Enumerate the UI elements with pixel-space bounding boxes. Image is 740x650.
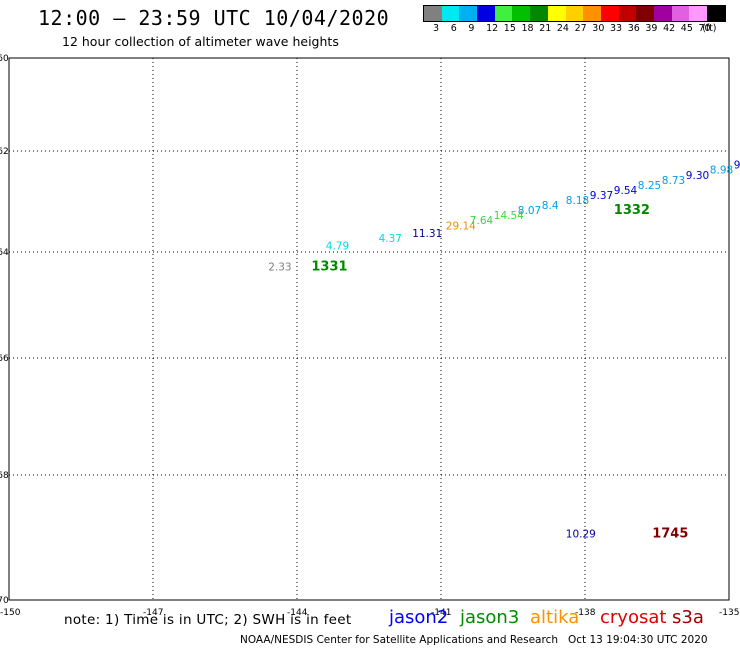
color-scale-label: 27 (574, 23, 587, 34)
color-swatch (707, 6, 725, 21)
legend-item-s3a: s3a (672, 607, 704, 628)
color-swatch (530, 6, 548, 21)
chart-subtitle: 12 hour collection of altimeter wave hei… (62, 34, 339, 49)
wave-height-point: 8.25 (638, 180, 661, 192)
wave-height-point: 8.18 (566, 195, 589, 207)
plot-frame (8, 57, 730, 601)
color-swatch (565, 6, 584, 21)
color-swatch (653, 6, 672, 21)
color-scale-label: 15 (503, 23, 516, 34)
color-swatch (547, 6, 566, 21)
x-tick-label: -144 (287, 608, 308, 618)
color-swatch (689, 6, 707, 21)
color-scale-label: 33 (610, 23, 623, 34)
color-scale-label: 70 (698, 23, 711, 34)
pass-label: 1745 (652, 527, 688, 542)
legend-item-cryosat: cryosat (600, 607, 667, 628)
color-scale-label: 18 (521, 23, 534, 34)
wave-height-point: 8.07 (518, 205, 541, 217)
x-tick-label: -135 (719, 608, 739, 618)
x-tick-label: -147 (143, 608, 163, 618)
wave-height-point: 4.79 (326, 240, 349, 252)
color-swatch (441, 6, 460, 21)
color-scale-label: 36 (627, 23, 640, 34)
chart-title: 12:00 – 23:59 UTC 10/04/2020 (38, 6, 390, 30)
color-swatch (494, 6, 513, 21)
color-scale-label: 30 (592, 23, 605, 34)
wave-height-point: 4.37 (379, 233, 402, 245)
y-tick-label: -66 (0, 354, 9, 364)
color-swatch (583, 6, 601, 21)
y-tick-label: -70 (0, 596, 9, 606)
legend-item-jason3: jason3 (460, 607, 520, 628)
color-scale-label: 42 (663, 23, 676, 34)
legend-item-altika: altika (530, 607, 580, 628)
y-tick-label: -68 (0, 471, 9, 481)
color-scale-bar (423, 5, 726, 22)
wave-height-point: 8.73 (662, 175, 685, 187)
wave-height-point: 14.54 (494, 210, 524, 222)
wave-height-point: 29.14 (446, 220, 476, 232)
footer-note: note: 1) Time is in UTC; 2) SWH is in fe… (64, 612, 352, 628)
color-swatch (512, 6, 531, 21)
color-scale-label: 21 (539, 23, 552, 34)
wave-height-point: 9.07 (734, 160, 740, 172)
wave-height-point: 9.37 (590, 190, 613, 202)
color-scale-label: 3 (433, 23, 440, 34)
color-scale-label: 45 (680, 23, 693, 34)
color-scale-label: 24 (556, 23, 569, 34)
y-tick-label: -64 (0, 248, 9, 258)
color-scale-label: 9 (468, 23, 475, 34)
color-swatch (636, 6, 654, 21)
color-scale-label: 12 (486, 23, 499, 34)
color-swatch (424, 6, 442, 21)
color-swatch (671, 6, 690, 21)
color-swatch (600, 6, 619, 21)
color-scale-label: 39 (645, 23, 658, 34)
color-scale-label: 6 (450, 23, 457, 34)
wave-height-point: 8.98 (710, 165, 733, 177)
wave-height-point: 8.4 (542, 200, 559, 212)
pass-label: 1332 (614, 203, 650, 218)
wave-height-point: 10.29 (566, 529, 596, 541)
color-swatch (459, 6, 478, 21)
footer-credit: NOAA/NESDIS Center for Satellite Applica… (240, 634, 708, 646)
pass-label: 1331 (311, 260, 347, 275)
x-tick-label: -150 (0, 608, 21, 618)
wave-height-point: 7.64 (470, 215, 494, 227)
wave-height-point: 11.31 (412, 228, 442, 240)
wave-height-point: 2.33 (268, 262, 291, 274)
y-tick-label: -62 (0, 147, 9, 157)
color-scale-label: (ft) (702, 23, 717, 34)
y-tick-label: -60 (0, 54, 9, 64)
color-swatch (477, 6, 495, 21)
wave-height-point: 9.54 (614, 185, 638, 197)
x-tick-label: -141 (431, 608, 451, 618)
x-tick-label: -138 (575, 608, 596, 618)
wave-height-point: 9.30 (686, 170, 709, 182)
color-swatch (618, 6, 637, 21)
legend-item-jason2: jason2 (389, 607, 449, 628)
